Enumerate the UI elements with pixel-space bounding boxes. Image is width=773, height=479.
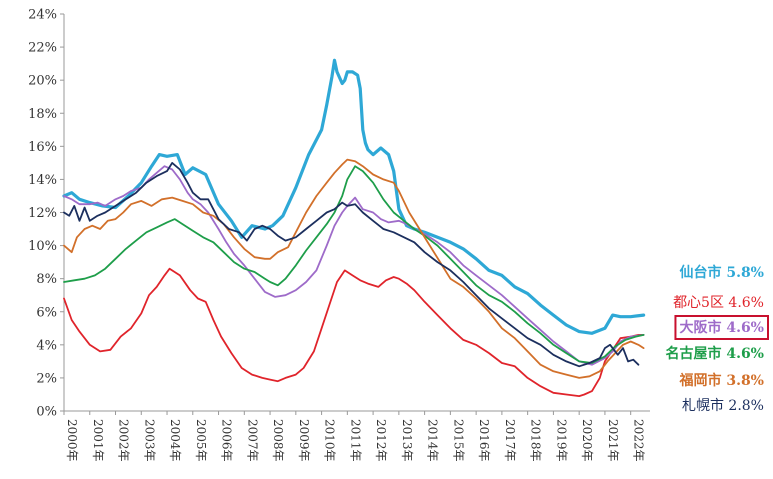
y-tick-label: 18% <box>28 107 57 122</box>
legend-entry-2: 都心5区 4.6% <box>673 295 764 311</box>
legend-entry-1: 仙台市 5.8% <box>679 264 764 281</box>
legend: 仙台市 5.8% 都心5区 4.6% 大阪市 4.6% 名古屋市 4.6% 福岡市 3.… <box>665 264 769 414</box>
x-tick-label: 2016年 <box>477 419 491 462</box>
x-tick-label: 2014年 <box>426 419 440 462</box>
x-tick-label: 2008年 <box>271 419 285 462</box>
y-tick-label: 4% <box>36 338 57 353</box>
x-tick-label: 2000年 <box>65 419 79 462</box>
x-tick-label: 2003年 <box>142 419 156 462</box>
series-line-5 <box>63 158 645 379</box>
y-axis: 0% 2% 4% 6% 8% 10% 12% 14% 16% 18% 20% 22% 24% <box>28 8 65 420</box>
series-line-1 <box>62 58 646 335</box>
x-axis: 2000年 2001年 2002年 2003年 2004年 2005年 2006年 2007年… <box>63 410 650 462</box>
x-tick-label: 2005年 <box>194 419 208 462</box>
x-tick-label: 2019年 <box>554 419 568 462</box>
x-tick-label: 2001年 <box>91 419 105 462</box>
x-tick-label: 2007年 <box>245 419 259 462</box>
series-line-4 <box>63 165 645 364</box>
series-lines <box>62 58 646 397</box>
y-tick-label: 12% <box>28 206 57 221</box>
x-tick-label: 2011年 <box>348 419 362 462</box>
x-tick-label: 2018年 <box>529 419 543 462</box>
y-tick-label: 0% <box>36 405 57 420</box>
y-tick-label: 20% <box>28 74 57 89</box>
y-tick-label: 24% <box>28 8 57 23</box>
y-tick-label: 2% <box>36 371 57 386</box>
x-tick-label: 2004年 <box>168 419 182 462</box>
y-tick-label: 14% <box>28 173 57 188</box>
series-line-3 <box>63 165 645 366</box>
x-tick-label: 2021年 <box>606 419 620 462</box>
y-tick-label: 10% <box>28 239 57 254</box>
y-tick-label: 6% <box>36 305 57 320</box>
y-tick-label: 8% <box>36 272 57 287</box>
x-tick-label: 2010年 <box>323 419 337 462</box>
x-tick-label: 2017年 <box>503 419 517 462</box>
legend-entry-5: 福岡市 3.8% <box>678 372 764 389</box>
x-tick-label: 2020年 <box>580 419 594 462</box>
legend-highlight-box <box>674 315 769 340</box>
x-tick-label: 2022年 <box>632 419 646 462</box>
legend-entry-4: 名古屋市 4.6% <box>665 345 764 362</box>
series-line-6 <box>63 162 640 368</box>
x-tick-label: 2015年 <box>451 419 465 462</box>
legend-entry-3: 大阪市 4.6% <box>679 319 764 336</box>
x-tick-label: 2009年 <box>297 419 311 462</box>
y-tick-label: 16% <box>28 140 57 155</box>
legend-entry-6: 札幌市 2.8% <box>682 397 764 414</box>
series-line-2 <box>63 267 645 397</box>
y-tick-label: 22% <box>28 41 57 56</box>
x-tick-label: 2002年 <box>117 419 131 462</box>
x-tick-label: 2012年 <box>374 419 388 462</box>
x-tick-label: 2006年 <box>220 419 234 462</box>
x-tick-label: 2013年 <box>400 419 414 462</box>
